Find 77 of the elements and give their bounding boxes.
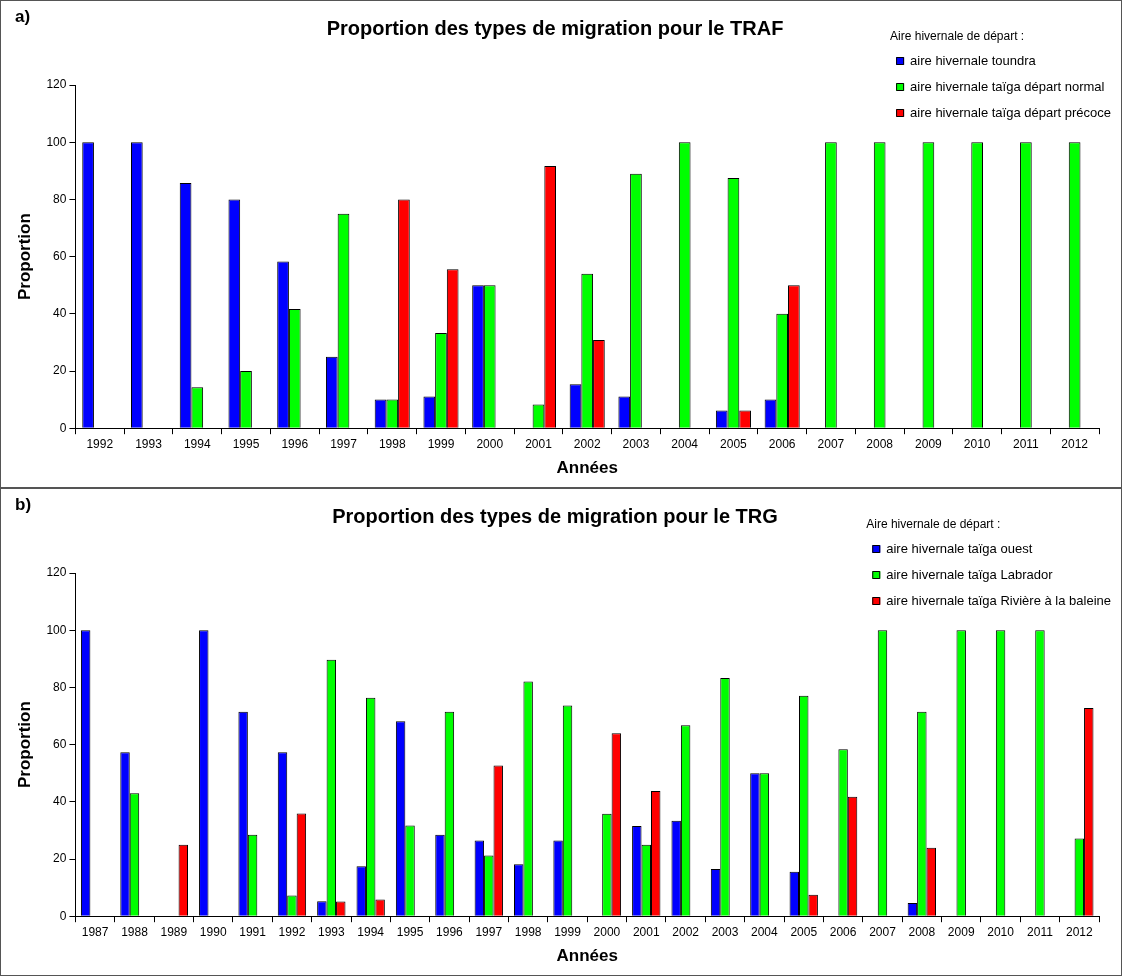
text: a) (15, 7, 31, 27)
x-tick-label: 1998 (514, 924, 542, 939)
x-tick-label: 1998 (378, 436, 406, 451)
x-axis-title: Années (556, 946, 618, 966)
text: b) (15, 495, 32, 515)
y-tick-label: 60 (53, 248, 67, 263)
y-tick-label: 100 (46, 622, 67, 637)
x-tick-label: 2005 (790, 924, 818, 939)
x-tick-label: 2007 (869, 924, 897, 939)
x-tick-label: 1999 (554, 924, 582, 939)
y-tick-label: 20 (53, 363, 67, 378)
x-tick-label: 1990 (199, 924, 227, 939)
x-tick-label: 2007 (817, 436, 845, 451)
x-tick-label: 2004 (671, 436, 699, 451)
x-tick-label: 2004 (751, 924, 779, 939)
y-tick-label: 0 (59, 908, 67, 923)
y-tick-label: 100 (46, 134, 67, 149)
legend-title: Aire hivernale de départ : (890, 29, 1025, 44)
legend-label: aire hivernale taïga ouest (886, 540, 1033, 556)
y-tick-label: 0 (59, 420, 67, 435)
y-axis-title: Proportion (14, 213, 34, 301)
x-tick-label: 2006 (829, 924, 857, 939)
legend-label: aire hivernale taïga Labrador (886, 566, 1054, 582)
x-tick-label: 1993 (135, 436, 163, 451)
x-tick-label: 1988 (121, 924, 149, 939)
y-tick-label: 120 (46, 565, 67, 580)
x-tick-label: 1992 (86, 436, 114, 451)
x-axis-title: Années (556, 458, 618, 478)
legend-label: aire hivernale taïga départ normal (910, 78, 1105, 94)
y-tick-label: 40 (53, 306, 67, 321)
x-tick-label: 1996 (281, 436, 309, 451)
x-tick-label: 2001 (632, 924, 660, 939)
x-tick-label: 1996 (436, 924, 464, 939)
x-tick-label: 2009 (915, 436, 943, 451)
x-tick-label: 2009 (947, 924, 975, 939)
legend-label: aire hivernale taïga Rivière à la baleine (886, 592, 1111, 608)
x-tick-label: 1987 (81, 924, 109, 939)
x-tick-label: 2010 (963, 436, 991, 451)
x-tick-label: 2003 (622, 436, 650, 451)
x-tick-label: 2005 (720, 436, 748, 451)
x-tick-label: 1997 (330, 436, 358, 451)
x-tick-label: 1997 (475, 924, 503, 939)
legend-label: aire hivernale taïga départ précoce (910, 104, 1111, 120)
x-tick-label: 1994 (183, 436, 211, 451)
x-tick-label: 2008 (866, 436, 894, 451)
x-tick-label: 1989 (160, 924, 188, 939)
x-tick-label: 1999 (427, 436, 455, 451)
x-tick-label: 2011 (1012, 436, 1040, 451)
x-tick-label: 1995 (396, 924, 424, 939)
x-tick-label: 1994 (357, 924, 385, 939)
x-tick-label: 2010 (987, 924, 1015, 939)
x-tick-label: 2002 (672, 924, 700, 939)
x-tick-label: 2011 (1027, 924, 1054, 939)
y-tick-label: 40 (53, 794, 67, 809)
x-tick-label: 1992 (278, 924, 306, 939)
x-tick-label: 2001 (525, 436, 553, 451)
chart-title: Proportion des types de migration pour le TRAF (326, 16, 784, 39)
x-tick-label: 2002 (573, 436, 601, 451)
y-tick-label: 80 (53, 191, 67, 206)
x-tick-label: 2006 (768, 436, 796, 451)
y-tick-label: 80 (53, 679, 67, 694)
y-tick-label: 20 (53, 851, 67, 866)
x-tick-label: 1993 (317, 924, 345, 939)
y-axis-title: Proportion (14, 701, 34, 789)
chart-title: Proportion des types de migration pour le TRG (332, 504, 778, 527)
y-tick-label: 120 (46, 77, 67, 92)
x-tick-label: 2012 (1061, 436, 1089, 451)
x-tick-label: 2000 (593, 924, 621, 939)
x-tick-label: 2008 (908, 924, 936, 939)
x-tick-label: 2003 (711, 924, 739, 939)
legend-label: aire hivernale toundra (910, 52, 1037, 68)
y-tick-label: 60 (53, 736, 67, 751)
x-tick-label: 2000 (476, 436, 504, 451)
x-tick-label: 1995 (232, 436, 260, 451)
x-tick-label: 1991 (239, 924, 267, 939)
x-tick-label: 2012 (1065, 924, 1093, 939)
legend-title: Aire hivernale de départ : (866, 517, 1001, 532)
